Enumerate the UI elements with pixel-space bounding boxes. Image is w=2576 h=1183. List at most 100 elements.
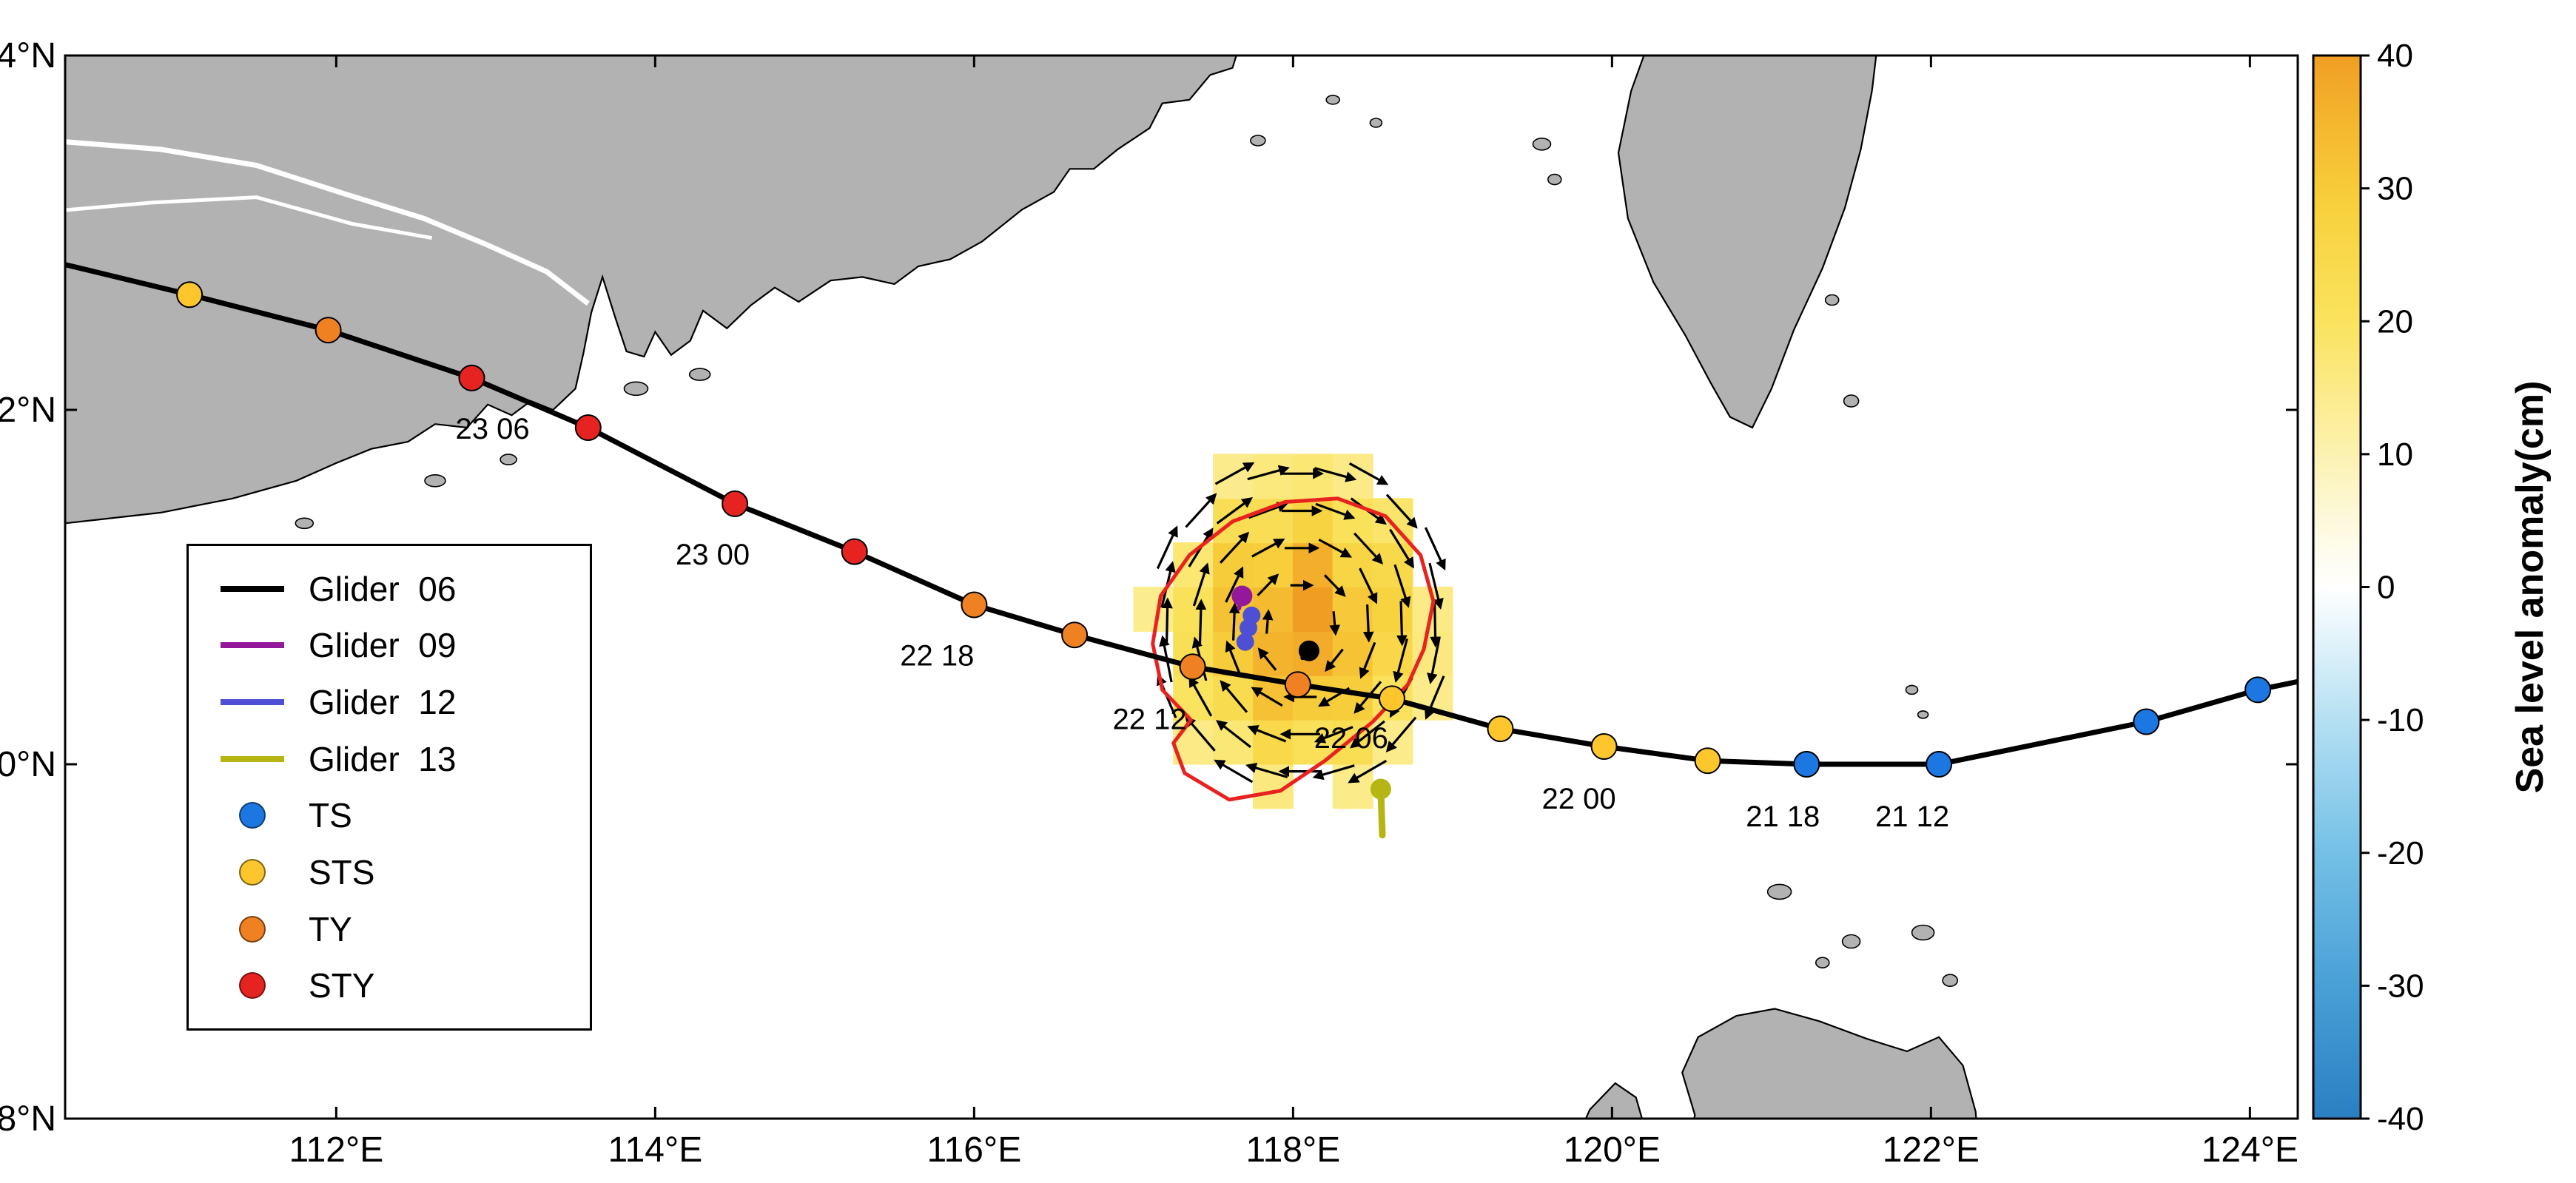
small-island	[1766, 883, 1792, 900]
colorbar-tick-label: -20	[2377, 835, 2424, 872]
colorbar-tick-label: 20	[2377, 303, 2413, 340]
legend-item-ts: TS	[205, 795, 590, 835]
track-point-sty	[574, 414, 602, 441]
glider-06-track	[1298, 640, 1319, 661]
luzon-island	[1584, 1008, 1977, 1119]
colorbar-tick-label: 40	[2377, 38, 2413, 74]
track-point-ts	[2133, 708, 2160, 735]
track-point-sty	[458, 364, 485, 391]
legend-swatch-glider-06	[221, 585, 284, 592]
small-island	[1942, 974, 1958, 987]
legend-swatch-sty	[239, 972, 266, 1000]
legend-label-ts: TS	[309, 796, 352, 835]
track-point-ts	[1793, 751, 1820, 778]
small-island	[1815, 957, 1830, 968]
track-point-ty	[315, 317, 342, 344]
glider-12-track	[1236, 606, 1261, 651]
legend-label-glider-12: Glider 12	[309, 682, 457, 721]
small-island	[1843, 394, 1860, 408]
legend-item-glider-06: Glider 06	[205, 569, 590, 609]
small-island	[500, 454, 517, 465]
y-tick-label: 18°N	[0, 1099, 56, 1139]
track-point-ty	[1179, 653, 1206, 681]
colorbar-tick-label: -40	[2377, 1101, 2424, 1137]
legend: Glider 06 Glider 09 Glider 12 Glider 13 …	[186, 544, 592, 1031]
legend-item-glider-09: Glider 09	[205, 625, 590, 665]
typhoon-track-line	[65, 262, 2298, 767]
small-island	[1532, 138, 1552, 151]
small-island	[688, 368, 711, 381]
glider-13-track	[1370, 778, 1391, 839]
legend-swatch-ty	[239, 915, 266, 943]
glider-09-track	[1231, 585, 1253, 611]
small-island	[295, 517, 315, 530]
legend-label-glider-09: Glider 09	[309, 626, 457, 665]
time-label: 21 12	[1875, 801, 1949, 833]
track-point-sty	[722, 490, 749, 517]
small-island	[1250, 135, 1266, 146]
small-island	[1325, 95, 1340, 105]
track-point-sts	[1694, 747, 1721, 775]
x-tick-label: 120°E	[1564, 1130, 1661, 1170]
eddy-contour	[1151, 496, 1436, 802]
legend-label-glider-06: Glider 06	[309, 569, 457, 608]
track-point-sts	[1379, 685, 1405, 712]
time-label: 21 18	[1746, 801, 1820, 833]
x-tick-label: 118°E	[1245, 1130, 1340, 1170]
legend-item-glider-12: Glider 12	[205, 682, 590, 722]
legend-label-ty: TY	[309, 909, 352, 948]
small-island	[1824, 294, 1840, 306]
taiwan-island	[1617, 55, 1877, 429]
legend-label-glider-13: Glider 13	[309, 739, 457, 778]
y-tick-label: 24°N	[0, 36, 56, 75]
track-point-sts	[1590, 733, 1618, 760]
time-label: 22 18	[900, 639, 974, 672]
x-tick-label: 124°E	[2202, 1130, 2298, 1170]
time-label: 23 00	[676, 539, 750, 571]
track-point-sts	[176, 281, 204, 309]
track-point-ty	[1284, 671, 1311, 698]
plot-border	[64, 54, 2299, 1120]
river-line	[65, 195, 433, 240]
y-tick-label: 22°N	[0, 391, 56, 430]
colorbar-tick-label: -30	[2377, 968, 2424, 1004]
time-label: 22 06	[1314, 722, 1388, 755]
colorbar-title: Sea level anomaly(cm)	[2509, 381, 2552, 794]
current-arrows	[1156, 462, 1446, 783]
track-point-ty	[961, 591, 988, 619]
legend-label-sty: STY	[309, 966, 375, 1005]
legend-label-sts: STS	[309, 852, 375, 892]
small-island	[1547, 173, 1562, 186]
small-island	[1911, 924, 1935, 941]
small-island	[1841, 934, 1861, 949]
y-tick-label: 20°N	[0, 745, 56, 784]
river-line	[65, 139, 590, 306]
time-label: 22 00	[1542, 783, 1616, 815]
small-island	[1369, 118, 1383, 128]
colorbar-tick-label: 30	[2377, 171, 2413, 207]
legend-item-ty: TY	[205, 909, 590, 949]
colorbar-tick-label: -10	[2377, 702, 2424, 738]
x-tick-label: 112°E	[289, 1130, 383, 1170]
legend-swatch-ts	[239, 802, 266, 829]
small-island	[1917, 710, 1929, 719]
map-content: 23 06 23 00 22 18 22 12 22 06 22 00 21 18 21 12	[65, 55, 2298, 1119]
track-point-ts	[2244, 676, 2272, 704]
small-island	[1905, 684, 1919, 695]
mainland-china	[65, 55, 1237, 525]
legend-swatch-sts	[239, 858, 266, 886]
colorbar-tick-label: 0	[2377, 570, 2395, 606]
track-point-ts	[1926, 751, 1953, 778]
legend-swatch-glider-12	[221, 698, 284, 705]
x-tick-label: 116°E	[927, 1130, 1021, 1170]
x-tick-label: 122°E	[1883, 1130, 1980, 1170]
x-tick-label: 114°E	[608, 1130, 702, 1170]
legend-swatch-glider-09	[221, 642, 284, 649]
small-island	[424, 473, 446, 488]
track-point-sts	[1487, 715, 1514, 743]
time-label: 23 06	[455, 413, 529, 445]
legend-item-glider-13: Glider 13	[205, 739, 590, 779]
colorbar-tick-label: 10	[2377, 437, 2413, 473]
legend-item-sty: STY	[205, 965, 590, 1005]
